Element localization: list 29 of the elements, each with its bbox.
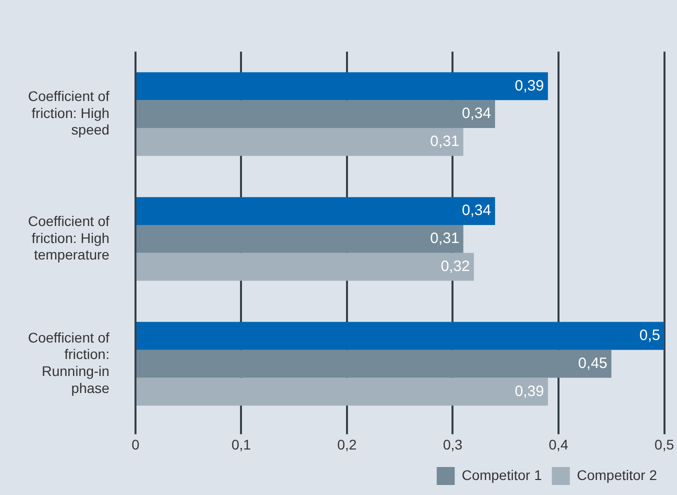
x-tick-label: 0,1 (231, 436, 252, 452)
bar (136, 128, 464, 156)
data-label: 0,5 (639, 327, 660, 344)
data-label: 0,31 (430, 230, 460, 248)
y-tick-label: Coefficient of friction: High temperature (28, 212, 110, 263)
data-label: 0,39 (514, 382, 544, 400)
data-label: 0,31 (430, 133, 460, 150)
y-tick-label: Coefficient of friction: Running-in phase (28, 329, 110, 396)
legend-label: Competitor 2 (576, 466, 658, 483)
bar (136, 100, 496, 128)
bar (136, 197, 496, 225)
x-tick-label: 0,4 (548, 436, 568, 452)
bar (136, 224, 464, 253)
data-label: 0,34 (462, 202, 492, 220)
data-label: 0,45 (578, 354, 608, 372)
bar (136, 72, 548, 100)
x-tick-label: 0,2 (337, 436, 357, 452)
legend-label: Competitor 1 (462, 466, 542, 483)
data-label: 0,34 (462, 105, 492, 122)
y-tick-label: Coefficient of friction: High speed (28, 88, 110, 138)
x-tick-label: 0,5 (654, 436, 674, 452)
x-tick-label: 0,3 (443, 436, 463, 452)
bar (136, 378, 548, 406)
bar (136, 252, 474, 281)
data-label: 0,32 (440, 258, 470, 275)
x-tick-label: 0 (132, 436, 140, 452)
bar (136, 322, 664, 350)
bar (136, 350, 612, 378)
data-label: 0,39 (514, 77, 544, 94)
